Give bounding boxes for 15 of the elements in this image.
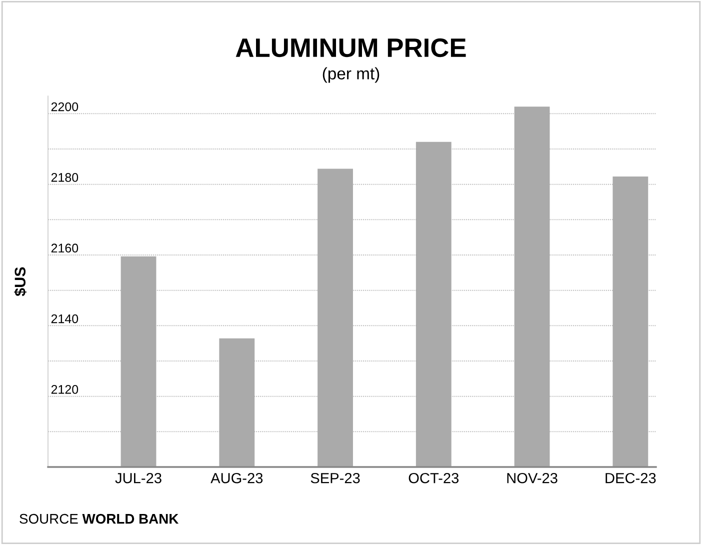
x-tick-label: SEP-23 (310, 472, 360, 484)
chart-subtitle: (per mt) (322, 67, 380, 83)
x-tick-label: NOV-23 (507, 472, 558, 484)
x-tick-label: DEC-23 (606, 472, 656, 484)
y-tick-label: 2180 (51, 173, 78, 182)
x-tick-label: OCT-23 (408, 472, 459, 484)
source-note: SOURCE WORLD BANK (20, 514, 179, 524)
x-tick-label: JUL-23 (115, 472, 162, 484)
y-tick-label: 2200 (51, 102, 78, 112)
chart-title: ALUMINUM PRICE (236, 38, 466, 58)
y-axis-title: $US (14, 267, 27, 296)
y-tick-label: 2140 (51, 314, 78, 324)
x-tick-label: AUG-23 (210, 472, 263, 484)
y-tick-label: 2120 (51, 385, 78, 394)
y-tick-label: 2160 (51, 244, 78, 253)
